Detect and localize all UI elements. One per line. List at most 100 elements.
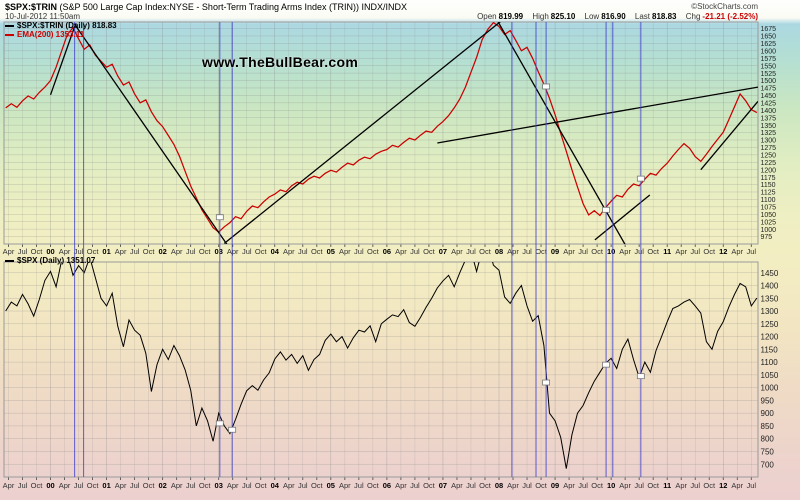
y-axis-label: 1050: [761, 212, 777, 219]
x-axis-label: 07: [439, 481, 447, 490]
y-axis-label: 1150: [761, 345, 779, 354]
x-axis-label: Apr: [619, 247, 631, 256]
x-axis-label: Jul: [130, 481, 140, 490]
y-axis-label: 1400: [761, 108, 777, 115]
x-axis-label: Apr: [115, 481, 127, 490]
x-axis-label: 02: [158, 481, 166, 490]
y-axis-label: 1000: [761, 384, 779, 393]
signal-marker: [542, 83, 550, 90]
x-axis-label: Apr: [507, 247, 519, 256]
x-axis-label: 09: [551, 247, 559, 256]
y-axis-label: 1100: [761, 358, 779, 367]
legend-spx-swatch: [5, 259, 14, 262]
x-axis-label: Jul: [466, 247, 476, 256]
x-axis-label: Jul: [186, 247, 196, 256]
x-axis-label: 06: [383, 247, 391, 256]
x-axis-label: Oct: [311, 481, 324, 490]
y-axis-label: 850: [761, 422, 775, 431]
y-axis-label: 1250: [761, 320, 779, 329]
x-axis-label: Apr: [3, 247, 15, 256]
x-axis-label: Apr: [227, 481, 239, 490]
x-axis-label: Jul: [74, 481, 84, 490]
x-axis-label: 02: [158, 247, 166, 256]
x-axis-label: Oct: [87, 247, 100, 256]
y-axis-label: 1325: [761, 130, 777, 137]
x-axis-label: Jul: [74, 247, 84, 256]
x-axis-label: Oct: [199, 481, 212, 490]
x-axis-label: 03: [215, 247, 223, 256]
x-axis-label: 00: [46, 247, 54, 256]
signal-marker: [636, 175, 645, 182]
x-axis-label: Jul: [186, 481, 196, 490]
open-value: 819.99: [498, 12, 524, 21]
x-axis-label: Jul: [410, 247, 420, 256]
x-axis-label: 04: [271, 481, 280, 490]
chg-label: Chg: [685, 12, 701, 21]
x-axis-label: Oct: [143, 247, 156, 256]
x-axis-label: Jul: [578, 481, 588, 490]
x-axis-label: 07: [439, 247, 447, 256]
x-axis-label: Jul: [746, 481, 756, 490]
x-axis-label: Jul: [18, 247, 28, 256]
y-axis-label: 1450: [761, 93, 777, 100]
x-axis-label: 06: [383, 481, 391, 490]
ticker-description: (S&P 500 Large Cap Index:NYSE - Short-Te…: [57, 2, 407, 12]
x-axis-label: 09: [551, 481, 559, 490]
x-axis-label: 04: [271, 247, 280, 256]
x-axis-label: Apr: [507, 481, 519, 490]
y-axis-label: 1675: [761, 26, 777, 33]
legend-ema-swatch: [5, 33, 14, 36]
legend-ema-label: EMA(200) 1353.11: [17, 30, 85, 39]
x-axis-label: Jul: [634, 481, 644, 490]
x-axis-label: Apr: [283, 481, 295, 490]
signal-marker: [602, 361, 610, 368]
y-axis-label: 1050: [761, 371, 779, 380]
x-axis-label: Jul: [410, 481, 420, 490]
y-axis-label: 1250: [761, 153, 777, 160]
y-axis-label: 1075: [761, 205, 777, 212]
x-axis-label: Apr: [395, 481, 407, 490]
x-axis-label: Jul: [298, 247, 308, 256]
x-axis-label: Oct: [255, 481, 268, 490]
x-axis-label: 01: [102, 247, 110, 256]
y-axis-label: 1625: [761, 41, 777, 48]
x-axis-label: 05: [327, 247, 335, 256]
x-axis-label: Apr: [731, 481, 743, 490]
x-axis-label: Apr: [171, 481, 183, 490]
panel-border: [3, 261, 759, 478]
legend-ratio: $SPX:$TRIN (Daily) 818.83: [5, 21, 117, 30]
x-axis-label: Oct: [647, 247, 660, 256]
x-axis-label: Apr: [3, 481, 15, 490]
trend-line: [49, 23, 77, 96]
x-axis-label: Oct: [647, 481, 660, 490]
chart-datetime: 10-Jul-2012 11:50am: [5, 12, 81, 21]
x-axis-label: Apr: [395, 247, 407, 256]
y-axis-label: 1300: [761, 138, 777, 145]
x-axis-label: 03: [215, 481, 223, 490]
signal-marker: [215, 420, 224, 427]
x-axis-label: Oct: [479, 481, 492, 490]
y-axis-label: 800: [761, 435, 775, 444]
signal-marker: [542, 379, 550, 386]
x-axis-label: Jul: [690, 481, 700, 490]
x-axis-label: Jul: [522, 247, 532, 256]
x-axis-label: Apr: [227, 247, 239, 256]
x-axis-label: Apr: [451, 247, 463, 256]
x-axis-label: 11: [663, 481, 671, 490]
x-axis-label: Jul: [354, 247, 364, 256]
x-axis-label: Apr: [59, 481, 71, 490]
signal-marker: [636, 373, 645, 380]
y-axis-label: 1600: [761, 48, 777, 55]
y-axis-label: 950: [761, 396, 775, 405]
y-axis-label: 1550: [761, 63, 777, 70]
x-axis-label: Jul: [690, 247, 700, 256]
y-axis-label: 1475: [761, 86, 777, 93]
x-axis-label: Oct: [535, 481, 548, 490]
y-axis-label: 1275: [761, 145, 777, 152]
x-axis-label: Oct: [423, 247, 436, 256]
x-axis-label: 11: [663, 247, 671, 256]
x-axis-label: Apr: [59, 247, 71, 256]
signal-marker: [228, 426, 237, 433]
x-axis-label: 08: [495, 247, 503, 256]
